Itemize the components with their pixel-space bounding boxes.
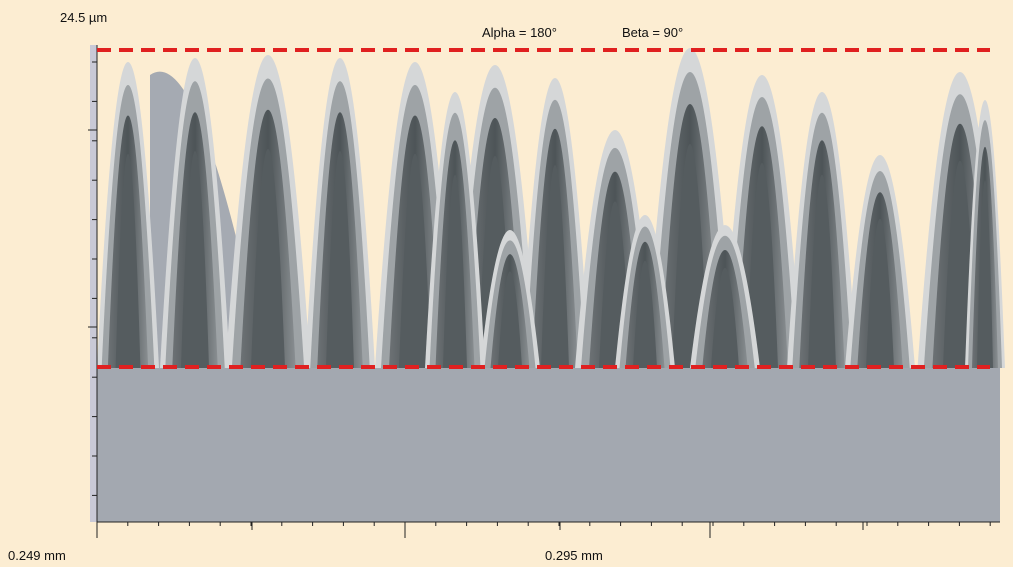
- scallop: [977, 180, 993, 368]
- axes: [88, 45, 1000, 538]
- z-max-label: 24.5 µm: [60, 10, 107, 25]
- beta-label: Beta = 90°: [622, 25, 683, 40]
- scallop: [326, 151, 354, 368]
- scallop: [498, 271, 522, 368]
- scallop: [633, 260, 657, 368]
- base-block: [97, 368, 1000, 522]
- scallops: [97, 48, 1005, 369]
- scallop: [541, 165, 569, 368]
- scallop: [443, 174, 467, 368]
- scallop: [711, 267, 739, 368]
- scallop: [181, 151, 209, 368]
- scallop: [746, 162, 778, 368]
- scallop: [399, 153, 431, 368]
- scallop: [808, 174, 836, 368]
- alpha-label: Alpha = 180°: [482, 25, 557, 40]
- z-axis-bar: [90, 45, 97, 522]
- scallop: [866, 218, 894, 368]
- scallop: [251, 148, 285, 368]
- x-start-label: 0.249 mm: [8, 548, 66, 563]
- scallop: [115, 153, 141, 368]
- x-mid-label: 0.295 mm: [545, 548, 603, 563]
